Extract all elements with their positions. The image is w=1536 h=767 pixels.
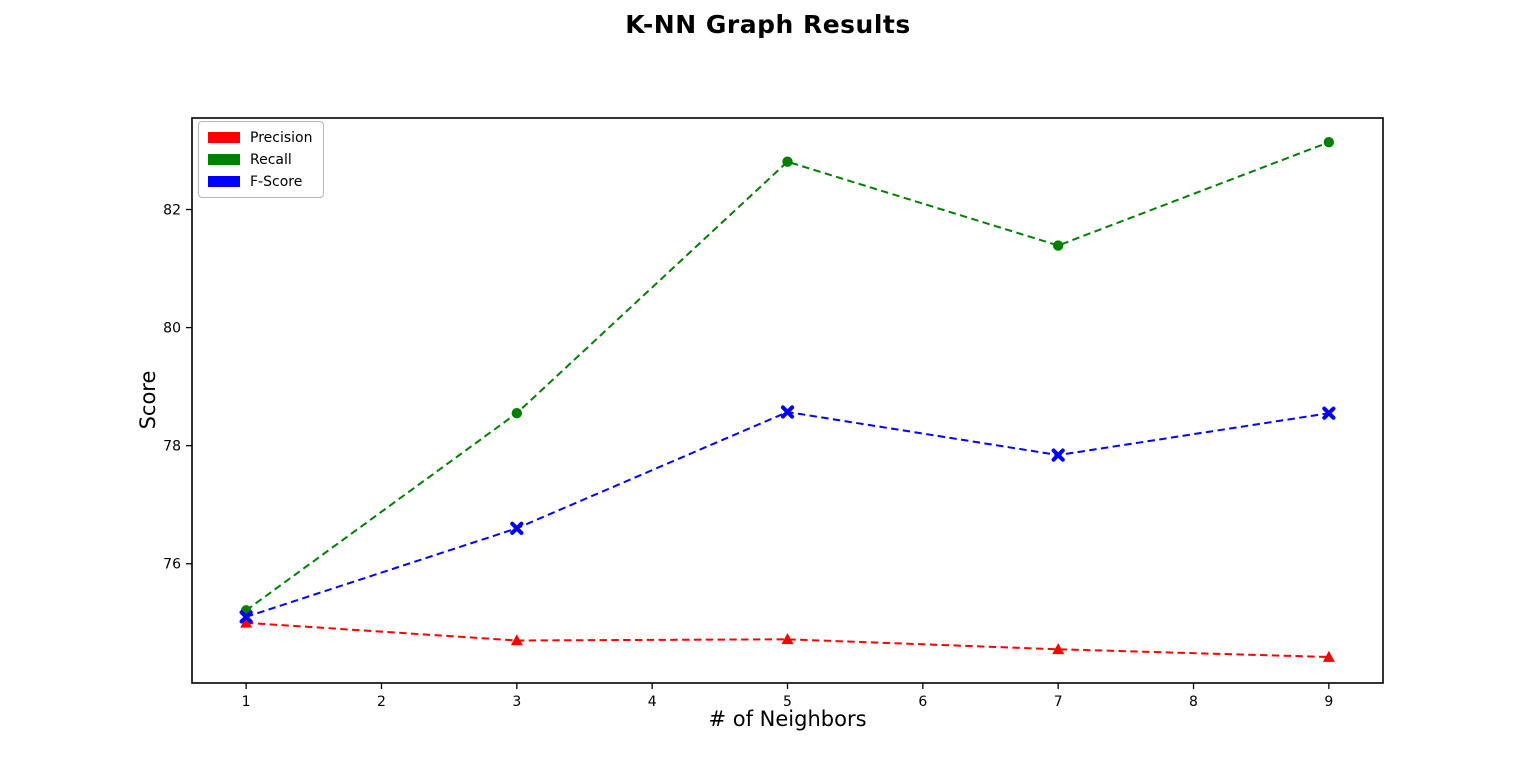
precision-marker	[781, 633, 794, 645]
legend-label: F-Score	[250, 173, 303, 190]
y-axis-tick-label: 82	[163, 203, 181, 219]
precision-marker	[510, 634, 523, 646]
legend-row-recall: Recall	[208, 151, 312, 168]
y-axis-tick-label: 76	[163, 557, 181, 573]
recall-marker	[1052, 240, 1064, 251]
recall-swatch-icon	[208, 154, 240, 165]
precision-marker	[240, 616, 253, 628]
f-score-marker	[1051, 448, 1065, 462]
f-score-marker	[510, 521, 524, 535]
x-axis-tick-label: 8	[1189, 694, 1198, 710]
x-axis-tick-label: 3	[512, 694, 521, 710]
axes-spines	[191, 117, 1384, 684]
precision-swatch-icon	[208, 132, 240, 143]
f-score-line	[245, 410, 1330, 618]
legend-label: Precision	[250, 129, 313, 146]
x-axis-tick-label: 9	[1324, 694, 1333, 710]
f-score-marker	[780, 405, 795, 419]
y-axis-tick-label: 80	[163, 321, 181, 337]
precision-line	[246, 621, 1329, 658]
legend-box: Precision Recall F-Score	[198, 121, 325, 198]
recall-marker	[511, 407, 523, 419]
recall-marker	[782, 156, 793, 167]
precision-marker	[1322, 650, 1335, 662]
legend-row-precision: Precision	[208, 129, 312, 146]
x-axis-label: # of Neighbors	[708, 707, 867, 731]
x-axis-tick-label: 2	[377, 694, 386, 710]
x-axis-tick-label: 7	[1054, 694, 1063, 710]
recall-line	[245, 141, 1330, 612]
x-axis-tick-label: 4	[648, 694, 657, 710]
f-score-marker	[239, 610, 253, 624]
chart-title: K-NN Graph Results	[625, 10, 911, 39]
x-axis-tick-label: 1	[242, 694, 251, 710]
y-axis-tick-label: 78	[163, 439, 181, 455]
f-score-swatch-icon	[208, 176, 240, 187]
legend-row-f-score: F-Score	[208, 173, 312, 190]
precision-marker	[1052, 643, 1065, 655]
y-axis-label: Score	[136, 370, 160, 430]
legend-label: Recall	[250, 151, 292, 168]
x-axis-tick-label: 5	[783, 694, 792, 710]
x-axis-tick-label: 6	[918, 694, 927, 710]
recall-marker	[1323, 137, 1335, 148]
f-score-marker	[1322, 406, 1336, 420]
